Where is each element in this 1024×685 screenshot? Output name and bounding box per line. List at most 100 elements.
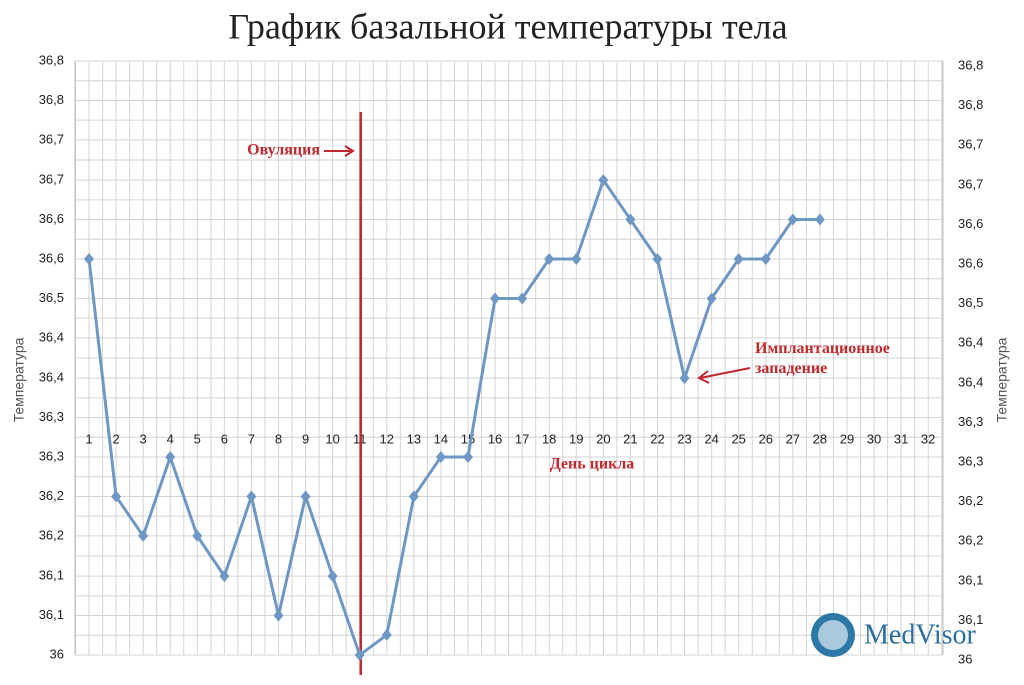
annotation: Имплантационное западение — [755, 340, 894, 377]
chart-title: График базальной температуры тела — [228, 6, 787, 46]
data-point — [760, 253, 771, 265]
data-point — [354, 649, 365, 661]
x-tick-label: 20 — [596, 431, 610, 446]
y-tick-label: 36 — [50, 646, 64, 661]
y2-tick-label: 36,8 — [958, 57, 983, 72]
y2-tick-label: 36,7 — [958, 177, 983, 192]
data-point — [706, 292, 717, 305]
x-tick-label: 23 — [677, 431, 691, 446]
x-tick-label: 30 — [867, 431, 881, 446]
data-point — [733, 253, 744, 265]
y-tick-label: 36,5 — [39, 290, 64, 305]
y2-tick-label: 36,8 — [958, 97, 983, 112]
x-tick-label: 28 — [813, 431, 827, 446]
x-tick-label: 12 — [380, 431, 394, 446]
x-tick-label: 32 — [921, 431, 935, 446]
data-point — [246, 490, 257, 503]
data-point — [490, 292, 501, 305]
x-tick-label: 7 — [248, 431, 255, 446]
annotation-arrow — [324, 145, 355, 157]
x-tick-label: 29 — [840, 431, 854, 446]
x-tick-label: 27 — [786, 431, 800, 446]
y-axis-label: Температура — [11, 337, 27, 422]
brand-logo — [818, 620, 848, 650]
y2-tick-label: 36,3 — [958, 453, 983, 468]
y-tick-label: 36,2 — [39, 488, 64, 503]
y2-tick-label: 36,2 — [958, 532, 983, 547]
annotation: Овуляция — [247, 142, 320, 159]
data-point — [273, 609, 284, 622]
y-tick-label: 36,7 — [39, 131, 64, 146]
y-tick-label: 36,8 — [39, 92, 64, 107]
data-point — [300, 490, 311, 503]
x-tick-label: 19 — [569, 431, 583, 446]
data-point — [787, 213, 798, 226]
x-tick-label: 18 — [542, 431, 556, 446]
annotation-arrow — [697, 367, 751, 384]
data-point — [679, 372, 690, 385]
x-tick-label: 1 — [85, 431, 92, 446]
y2-tick-label: 36,1 — [958, 612, 983, 627]
y-tick-label: 36,6 — [39, 250, 64, 265]
data-point — [571, 253, 582, 265]
data-line — [87, 176, 820, 658]
y-tick-label: 36,7 — [39, 172, 64, 187]
y-tick-label: 36,2 — [39, 527, 64, 542]
y-tick-label: 36,3 — [39, 448, 64, 463]
data-point — [625, 213, 636, 226]
data-point — [435, 451, 446, 463]
y2-tick-label: 36,6 — [958, 216, 983, 231]
data-point — [84, 253, 94, 265]
brand: MedVisor — [864, 619, 977, 650]
data-point — [652, 253, 663, 265]
x-tick-label: 9 — [302, 431, 309, 446]
y2-tick-label: 36,5 — [958, 295, 983, 310]
y2-tick-label: 36,2 — [958, 493, 983, 508]
data-point — [814, 213, 825, 226]
y2-tick-label: 36,6 — [958, 255, 983, 270]
x-tick-label: 24 — [704, 431, 718, 446]
data-point — [219, 570, 230, 583]
data-point — [111, 490, 122, 503]
x-tick-label: 22 — [650, 431, 664, 446]
y-tick-label: 36,8 — [39, 52, 64, 67]
x-tick-label: 14 — [434, 431, 448, 446]
y2-tick-label: 36,7 — [958, 136, 983, 151]
y2-tick-label: 36,4 — [958, 375, 983, 390]
x-tick-label: 17 — [515, 431, 529, 446]
x-tick-label: 5 — [194, 431, 201, 446]
y2-tick-label: 36 — [958, 651, 972, 666]
y-tick-label: 36,4 — [39, 370, 64, 385]
data-point — [192, 529, 203, 542]
y2-tick-label: 36,1 — [958, 573, 983, 588]
y-tick-label: 36,3 — [39, 409, 64, 424]
x-tick-label: 26 — [759, 431, 773, 446]
x-tick-label: 10 — [325, 431, 339, 446]
x-tick-label: 13 — [407, 431, 421, 446]
data-point — [138, 529, 149, 542]
x-axis-label: День цикла — [550, 456, 635, 473]
y-tick-label: 36,1 — [39, 607, 64, 622]
x-tick-label: 25 — [731, 431, 745, 446]
y-tick-label: 36,4 — [39, 329, 64, 344]
x-tick-label: 8 — [275, 431, 282, 446]
x-tick-label: 21 — [623, 431, 637, 446]
data-point — [408, 490, 419, 503]
data-point — [165, 451, 176, 463]
data-point — [598, 174, 609, 187]
x-tick-label: 3 — [140, 431, 147, 446]
data-point — [381, 628, 392, 641]
y2-tick-label: 36,4 — [958, 334, 983, 349]
data-point — [462, 451, 473, 463]
y2-tick-label: 36,3 — [958, 414, 983, 429]
x-tick-label: 31 — [894, 431, 908, 446]
y-tick-label: 36,1 — [39, 568, 64, 583]
x-tick-label: 4 — [167, 431, 174, 446]
data-point — [327, 570, 338, 583]
data-point — [544, 253, 555, 265]
x-tick-label: 16 — [488, 431, 502, 446]
x-tick-label: 2 — [112, 431, 119, 446]
x-tick-label: 6 — [221, 431, 228, 446]
data-point — [517, 292, 528, 305]
